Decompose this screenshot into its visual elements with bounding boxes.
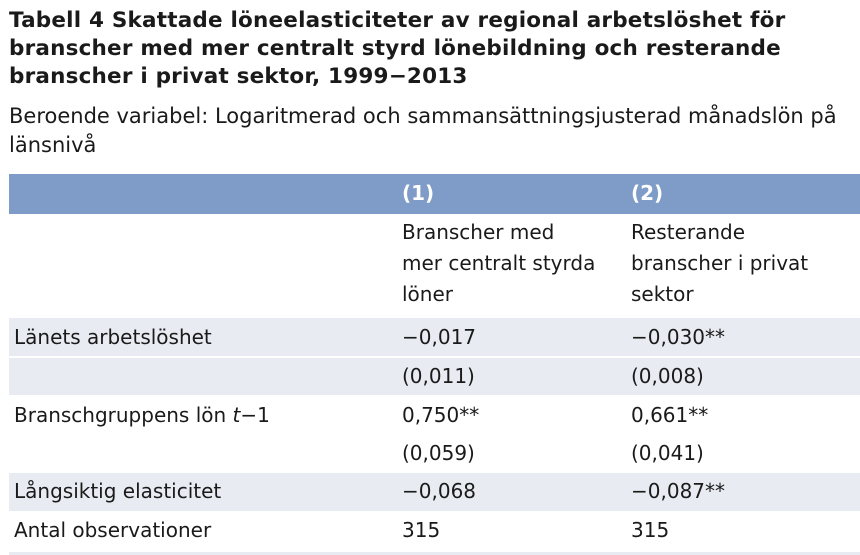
row-value-col1: −0,068	[402, 479, 477, 503]
row-value-col2: −0,087**	[631, 479, 726, 503]
row-se-col2: (0,008)	[631, 364, 704, 388]
row-label-variable: t	[232, 403, 241, 427]
row-label-lag: −1	[240, 403, 270, 427]
row-label: Branschgruppens lön t−1	[14, 400, 270, 431]
table-description-row: Branscher med mer centralt styrda löner …	[9, 214, 860, 316]
column-2-number: (2)	[631, 181, 664, 205]
row-value-col1: −0,017	[402, 325, 477, 349]
table-row: Länets arbetslöshet −0,017 −0,030**	[9, 318, 860, 356]
table-title: Tabell 4 Skattade löneelasticiteter av r…	[9, 8, 786, 89]
table-header-row: (1) (2)	[9, 174, 860, 214]
table-row: (0,011) (0,008)	[9, 358, 860, 395]
table-row: Branschgruppens lön t−1 0,750** 0,661**	[9, 395, 860, 435]
row-divider	[9, 511, 860, 513]
table-row: Långsiktig elasticitet −0,068 −0,087**	[9, 473, 860, 511]
row-se-col1: (0,011)	[402, 364, 475, 388]
column-2-description: Resterande branscher i privat sektor	[631, 220, 809, 306]
table-row: Antal observationer 315 315	[9, 513, 860, 552]
row-label-text: Branschgruppens lön	[14, 403, 233, 427]
column-1-description: Branscher med mer centralt styrda löner	[402, 220, 596, 306]
row-label: Långsiktig elasticitet	[14, 479, 222, 503]
column-1-number: (1)	[402, 181, 435, 205]
table-bottom-rule	[9, 552, 860, 555]
row-value-col2: 315	[631, 518, 670, 542]
row-value-col1: 0,750**	[402, 403, 480, 427]
row-se-col1: (0,059)	[402, 441, 475, 465]
results-table: (1) (2) Branscher med mer centralt styrd…	[9, 174, 860, 555]
row-value-col1: 315	[402, 518, 441, 542]
row-label: Länets arbetslöshet	[14, 325, 212, 349]
row-label: Antal observationer	[14, 518, 212, 542]
row-value-col2: −0,030**	[631, 325, 726, 349]
table-subtitle: Beroende variabel: Logaritmerad och samm…	[9, 104, 837, 157]
row-se-col2: (0,041)	[631, 441, 704, 465]
row-value-col2: 0,661**	[631, 403, 709, 427]
table-row: (0,059) (0,041)	[9, 435, 860, 473]
row-divider	[9, 356, 860, 358]
